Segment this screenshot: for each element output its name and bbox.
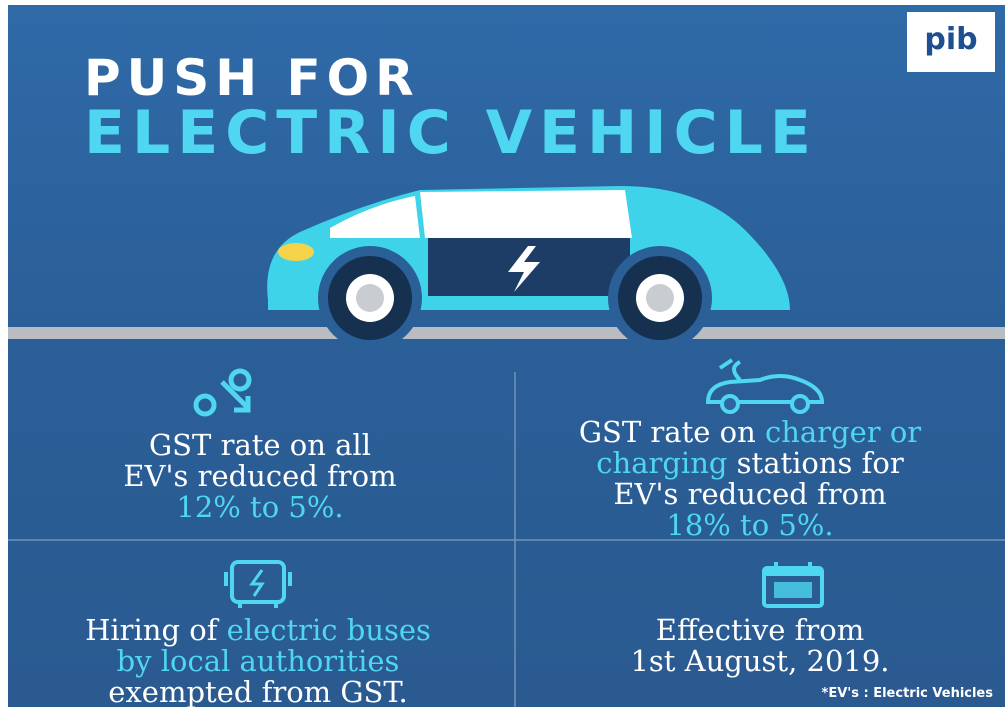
percent-icon (196, 371, 249, 414)
bus-icon (226, 562, 290, 608)
highlight-text: electric buses (227, 613, 431, 647)
text-line: 12% to 5%. (20, 492, 500, 523)
text-line: Hiring of electric buses (18, 615, 498, 646)
top-border (0, 0, 1005, 5)
car (267, 186, 790, 350)
text-line: GST rate on all (20, 430, 500, 461)
logo: pib (907, 12, 995, 72)
text-line: 18% to 5%. (510, 510, 990, 541)
text-line: EV's reduced from (510, 479, 990, 510)
body-text: EV's reduced from (613, 477, 886, 511)
body-text: EV's reduced from (123, 459, 396, 493)
footnote: *EV's : Electric Vehicles (822, 686, 993, 701)
left-border (0, 0, 8, 707)
text-line: EV's reduced from (20, 461, 500, 492)
body-text: exempted from GST. (108, 675, 407, 707)
highlight-text: 12% to 5%. (176, 490, 343, 524)
text-line: Effective from (520, 615, 1000, 646)
road (8, 327, 1005, 339)
highlight-text: charger or (765, 415, 921, 449)
highlight-text: by local authorities (117, 644, 400, 678)
text-line: exempted from GST. (18, 677, 498, 707)
body-text: Hiring of (85, 613, 227, 647)
text-line: GST rate on charger or (510, 417, 990, 448)
body-text: stations for (727, 446, 903, 480)
title-line-2: ELECTRIC VEHICLE (84, 100, 818, 166)
body-text: GST rate on (579, 415, 765, 449)
body-text: 1st August, 2019. (630, 644, 889, 678)
highlight-text: charging (596, 446, 727, 480)
ev-charging-icon (708, 360, 822, 412)
text-line: charging stations for (510, 448, 990, 479)
text-line: by local authorities (18, 646, 498, 677)
body-text: GST rate on all (149, 428, 371, 462)
text-line: 1st August, 2019. (520, 646, 1000, 677)
body-text: Effective from (656, 613, 864, 647)
highlight-text: 18% to 5%. (666, 508, 833, 542)
calendar-icon (764, 562, 822, 606)
infographic: PUSH FOR ELECTRIC VEHICLE pib GST rate o… (0, 0, 1005, 707)
